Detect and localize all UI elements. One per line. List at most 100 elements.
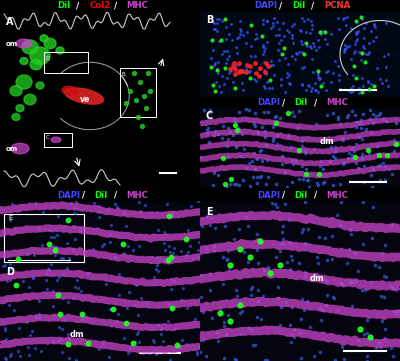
Point (380, 117, 386, 122)
Point (296, 108, 302, 114)
Point (208, 55, 214, 61)
Point (393, 287, 399, 292)
Point (255, 299, 261, 304)
Point (221, 48, 228, 53)
Point (248, 292, 254, 298)
Text: /: / (111, 1, 120, 10)
Circle shape (36, 82, 44, 89)
Point (304, 43, 310, 48)
Point (352, 48, 358, 54)
Point (288, 339, 294, 345)
Point (236, 70, 242, 75)
Text: DiI: DiI (292, 1, 305, 10)
Point (361, 45, 368, 51)
Point (305, 178, 311, 183)
Point (315, 260, 321, 266)
Point (265, 109, 272, 115)
Point (226, 53, 232, 59)
Point (274, 204, 280, 210)
Point (366, 49, 373, 55)
Point (348, 89, 354, 95)
Point (44, 266, 51, 271)
Point (214, 29, 220, 34)
Point (219, 18, 226, 24)
Point (70, 246, 76, 252)
Point (207, 109, 213, 115)
Point (121, 335, 127, 341)
Point (264, 18, 270, 24)
Point (107, 239, 114, 244)
Point (335, 114, 341, 120)
Point (361, 179, 367, 185)
Point (368, 130, 375, 136)
Point (2, 327, 8, 333)
Point (266, 77, 273, 83)
Point (351, 50, 357, 56)
Point (323, 87, 329, 93)
Point (225, 136, 231, 142)
Point (378, 293, 384, 299)
Point (382, 164, 388, 169)
Point (303, 166, 309, 172)
Point (222, 16, 228, 22)
Point (54, 277, 60, 283)
Point (301, 307, 307, 313)
Point (393, 120, 399, 126)
Point (227, 129, 233, 135)
Point (65, 331, 71, 337)
Point (96, 203, 102, 209)
Point (309, 26, 316, 32)
Point (230, 64, 236, 69)
Point (378, 344, 384, 350)
Point (64, 341, 71, 347)
Point (214, 66, 220, 72)
Point (352, 30, 359, 35)
Point (255, 260, 262, 266)
Point (234, 127, 240, 132)
Point (311, 146, 317, 152)
Text: MHC: MHC (327, 191, 348, 200)
Point (302, 273, 309, 279)
Point (284, 74, 290, 80)
Point (263, 71, 269, 77)
Point (372, 262, 378, 268)
Point (226, 31, 233, 36)
Point (330, 294, 336, 300)
Point (300, 18, 307, 24)
Point (165, 318, 171, 324)
Point (370, 166, 377, 172)
Point (240, 177, 247, 183)
Point (232, 357, 238, 361)
Point (2, 262, 8, 268)
Point (62, 316, 68, 321)
Point (239, 80, 246, 86)
Point (137, 79, 143, 85)
Point (391, 148, 397, 154)
Point (232, 117, 238, 123)
Point (135, 114, 141, 120)
Point (231, 66, 238, 72)
Point (264, 79, 270, 85)
Point (210, 47, 216, 53)
Point (253, 70, 259, 76)
Point (78, 288, 84, 293)
Point (362, 20, 369, 26)
Ellipse shape (16, 39, 32, 48)
Point (374, 143, 380, 148)
Point (368, 81, 374, 86)
Point (232, 71, 238, 77)
Point (247, 64, 253, 69)
Point (331, 155, 338, 161)
Point (247, 68, 254, 74)
Point (342, 129, 348, 135)
Point (77, 225, 83, 231)
Point (252, 166, 258, 172)
Point (269, 86, 276, 91)
Point (381, 294, 387, 300)
Point (212, 88, 218, 94)
Point (2, 325, 8, 331)
Point (261, 83, 267, 89)
Point (331, 295, 337, 301)
Point (60, 295, 66, 301)
Point (135, 329, 142, 335)
